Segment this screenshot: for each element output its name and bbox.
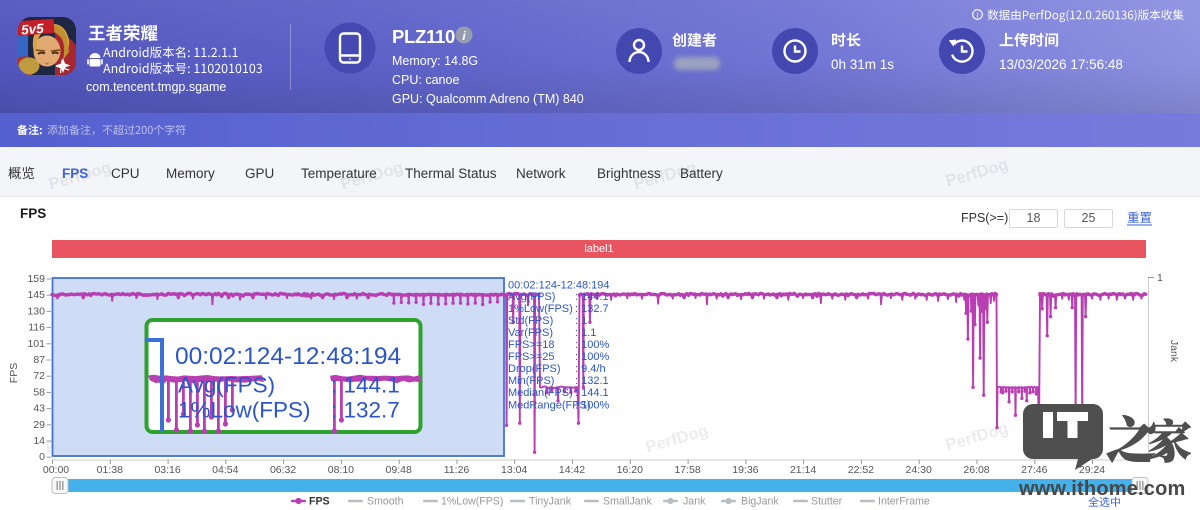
- svg-text:Jank: Jank: [683, 496, 706, 508]
- svg-text:Avg(FPS): Avg(FPS): [508, 291, 555, 303]
- svg-text:5v5: 5v5: [21, 21, 45, 38]
- svg-text:: 100%: : 100%: [575, 351, 609, 363]
- svg-text:27:46: 27:46: [1021, 464, 1047, 476]
- svg-text:: 144.1: : 144.1: [575, 387, 609, 399]
- svg-text:87: 87: [33, 354, 45, 366]
- svg-text:14: 14: [33, 435, 45, 447]
- svg-text:: 100%: : 100%: [575, 339, 609, 351]
- svg-text:Drop(FPS): Drop(FPS): [508, 363, 561, 375]
- svg-text:101: 101: [27, 338, 45, 350]
- svg-text:159: 159: [27, 273, 45, 285]
- svg-text:Min(FPS): Min(FPS): [508, 375, 554, 387]
- svg-text:22:52: 22:52: [848, 464, 874, 476]
- svg-text:PerfDog: PerfDog: [944, 420, 1011, 455]
- svg-text:: 1.1: : 1.1: [575, 327, 596, 339]
- svg-text:i: i: [977, 10, 979, 19]
- svg-text:SmallJank: SmallJank: [603, 496, 653, 508]
- svg-text:Jank: Jank: [1168, 340, 1180, 363]
- svg-text:09:48: 09:48: [386, 464, 412, 476]
- svg-text:01:38: 01:38: [97, 464, 123, 476]
- svg-text:Std(FPS): Std(FPS): [508, 315, 553, 327]
- svg-text:www.ithome.com: www.ithome.com: [1018, 478, 1186, 500]
- svg-text:i: i: [462, 29, 466, 43]
- svg-text:29: 29: [33, 419, 45, 431]
- svg-text:1: 1: [1157, 272, 1163, 284]
- svg-text:43: 43: [33, 403, 45, 415]
- svg-text:00:02:124-12:48:194: 00:02:124-12:48:194: [175, 343, 401, 370]
- svg-text:1%Low(FPS): 1%Low(FPS): [441, 496, 503, 508]
- svg-text:08:10: 08:10: [328, 464, 354, 476]
- svg-text:PerfDog: PerfDog: [644, 422, 711, 457]
- svg-text:72: 72: [33, 370, 45, 382]
- svg-text:13:04: 13:04: [501, 464, 527, 476]
- svg-text:Smooth: Smooth: [367, 496, 404, 508]
- svg-text:PerfDog: PerfDog: [339, 159, 406, 194]
- svg-text:16:20: 16:20: [617, 464, 643, 476]
- svg-text:BigJank: BigJank: [741, 496, 779, 508]
- svg-text:11:26: 11:26: [444, 464, 470, 476]
- svg-text:1%Low(FPS): 1%Low(FPS): [508, 303, 573, 315]
- svg-text:17:58: 17:58: [674, 464, 700, 476]
- svg-text:MedRange(FPS): MedRange(FPS): [508, 399, 591, 411]
- svg-text:: 132.7: : 132.7: [331, 398, 400, 423]
- svg-text:Var(FPS): Var(FPS): [508, 327, 553, 339]
- svg-text:PerfDog: PerfDog: [632, 159, 699, 194]
- svg-text:29:24: 29:24: [1079, 464, 1105, 476]
- svg-text:: 100%: : 100%: [575, 399, 609, 411]
- svg-text:1%Low(FPS): 1%Low(FPS): [178, 398, 311, 423]
- svg-text:Stutter: Stutter: [811, 496, 843, 508]
- svg-text:: 144.1: : 144.1: [331, 373, 400, 398]
- svg-text:130: 130: [27, 305, 45, 317]
- svg-text:03:16: 03:16: [154, 464, 180, 476]
- svg-text:FPS: FPS: [8, 363, 20, 383]
- svg-text:FPS: FPS: [309, 496, 330, 508]
- svg-text:24:30: 24:30: [906, 464, 932, 476]
- svg-text:00:00: 00:00: [43, 464, 69, 476]
- svg-text:PerfDog: PerfDog: [944, 156, 1011, 191]
- svg-text:Median(FPS): Median(FPS): [508, 387, 573, 399]
- svg-text:TinyJank: TinyJank: [529, 496, 572, 508]
- svg-text:14:42: 14:42: [559, 464, 585, 476]
- svg-text:116: 116: [28, 322, 45, 334]
- svg-text:: 144.1: : 144.1: [575, 291, 609, 303]
- svg-text:00:02:124-12:48:194: 00:02:124-12:48:194: [508, 280, 610, 292]
- svg-text:: 132.7: : 132.7: [575, 303, 609, 315]
- svg-text:: 132.1: : 132.1: [575, 375, 609, 387]
- svg-text:145: 145: [27, 289, 45, 301]
- svg-text:58: 58: [33, 386, 45, 398]
- svg-text:0: 0: [39, 451, 45, 463]
- svg-text:InterFrame: InterFrame: [878, 496, 930, 508]
- svg-text:: 1: : 1: [575, 315, 587, 327]
- svg-text:: 9.4/h: : 9.4/h: [575, 363, 606, 375]
- svg-text:PerfDog: PerfDog: [47, 159, 114, 194]
- svg-text:26:08: 26:08: [963, 464, 989, 476]
- svg-text:Avg(FPS): Avg(FPS): [178, 373, 275, 398]
- svg-text:19:36: 19:36: [732, 464, 758, 476]
- svg-text:04:54: 04:54: [212, 464, 238, 476]
- svg-text:21:14: 21:14: [790, 464, 816, 476]
- svg-text:FPS>=25: FPS>=25: [508, 351, 554, 363]
- svg-text:06:32: 06:32: [270, 464, 296, 476]
- svg-text:FPS>=18: FPS>=18: [508, 339, 554, 351]
